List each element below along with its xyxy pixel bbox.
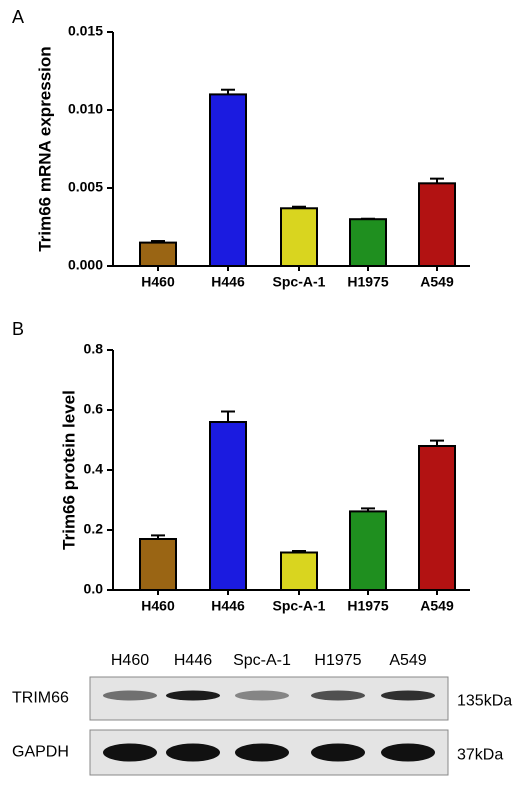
y-tick-label: 0.015 xyxy=(68,23,103,39)
y-tick-label: 0.010 xyxy=(68,101,103,117)
blot-band xyxy=(235,691,289,701)
bar xyxy=(140,539,176,590)
y-tick-label: 0.0 xyxy=(84,581,104,597)
blot-band xyxy=(381,744,435,762)
figure: A B Trim66 mRNA expression0.0000.0050.01… xyxy=(0,0,528,790)
panel-label: A xyxy=(12,7,24,27)
blot-lane-label: H446 xyxy=(174,652,212,669)
bar xyxy=(281,553,317,591)
x-tick-label: H446 xyxy=(211,598,245,614)
y-tick-label: 0.000 xyxy=(68,257,103,273)
x-tick-label: Spc-A-1 xyxy=(273,598,326,614)
bar xyxy=(140,243,176,266)
x-tick-label: A549 xyxy=(420,274,454,290)
blot-row-label: TRIM66 xyxy=(12,690,69,707)
y-axis-label: Trim66 mRNA expression xyxy=(35,46,54,251)
blot-lane-label: A549 xyxy=(389,652,426,669)
blot-lane-label: H1975 xyxy=(314,652,361,669)
bar xyxy=(350,511,386,590)
blot-band xyxy=(103,691,157,701)
x-tick-label: A549 xyxy=(420,598,454,614)
panel-label: B xyxy=(12,319,24,339)
blot-lane-label: Spc-A-1 xyxy=(233,652,291,669)
bar xyxy=(210,422,246,590)
bar xyxy=(281,208,317,266)
x-tick-label: H1975 xyxy=(347,598,388,614)
bar xyxy=(419,183,455,266)
y-tick-label: 0.8 xyxy=(84,341,104,357)
blot-band xyxy=(103,744,157,762)
y-tick-label: 0.6 xyxy=(84,401,104,417)
bar xyxy=(210,94,246,266)
blot-size-label: 37kDa xyxy=(457,747,503,764)
x-tick-label: H1975 xyxy=(347,274,388,290)
blot-size-label: 135kDa xyxy=(457,693,512,710)
y-tick-label: 0.2 xyxy=(84,521,104,537)
blot-band xyxy=(311,744,365,762)
blot-row-label: GAPDH xyxy=(12,744,69,761)
x-tick-label: Spc-A-1 xyxy=(273,274,326,290)
blot-lane-label: H460 xyxy=(111,652,149,669)
bar xyxy=(350,219,386,266)
blot-band xyxy=(235,744,289,762)
y-tick-label: 0.005 xyxy=(68,179,103,195)
bar xyxy=(419,446,455,590)
blot-band xyxy=(166,691,220,701)
blot-band xyxy=(311,691,365,701)
x-tick-label: H460 xyxy=(141,274,175,290)
blot-band xyxy=(381,691,435,701)
blot-band xyxy=(166,744,220,762)
y-tick-label: 0.4 xyxy=(84,461,104,477)
x-tick-label: H446 xyxy=(211,274,245,290)
y-axis-label: Trim66 protein level xyxy=(59,390,78,550)
x-tick-label: H460 xyxy=(141,598,175,614)
